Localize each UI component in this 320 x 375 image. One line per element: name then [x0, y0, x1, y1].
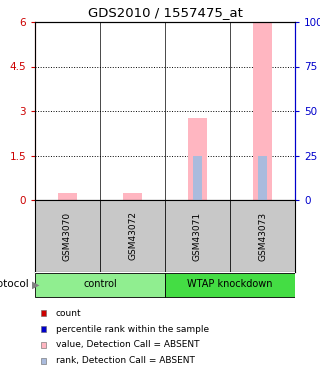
- Text: rank, Detection Call = ABSENT: rank, Detection Call = ABSENT: [56, 357, 195, 366]
- Title: GDS2010 / 1557475_at: GDS2010 / 1557475_at: [88, 6, 243, 20]
- Text: protocol: protocol: [0, 279, 28, 290]
- Text: GSM43071: GSM43071: [193, 211, 202, 261]
- Text: GSM43072: GSM43072: [128, 211, 137, 261]
- Bar: [258, 156, 268, 200]
- Bar: [100, 200, 165, 272]
- Text: percentile rank within the sample: percentile rank within the sample: [56, 324, 209, 333]
- Bar: [35, 200, 100, 272]
- Bar: [165, 273, 295, 297]
- Text: ▶: ▶: [32, 279, 39, 290]
- Text: WTAP knockdown: WTAP knockdown: [187, 279, 273, 290]
- Bar: [165, 200, 230, 272]
- Text: value, Detection Call = ABSENT: value, Detection Call = ABSENT: [56, 340, 199, 350]
- Bar: [253, 22, 272, 200]
- Bar: [193, 156, 202, 200]
- Text: control: control: [83, 279, 117, 290]
- Text: GSM43073: GSM43073: [258, 211, 267, 261]
- Bar: [35, 273, 165, 297]
- Bar: [123, 194, 142, 200]
- Text: count: count: [56, 309, 81, 318]
- Bar: [58, 194, 77, 200]
- Text: GSM43070: GSM43070: [63, 211, 72, 261]
- Bar: [188, 118, 207, 200]
- Bar: [230, 200, 295, 272]
